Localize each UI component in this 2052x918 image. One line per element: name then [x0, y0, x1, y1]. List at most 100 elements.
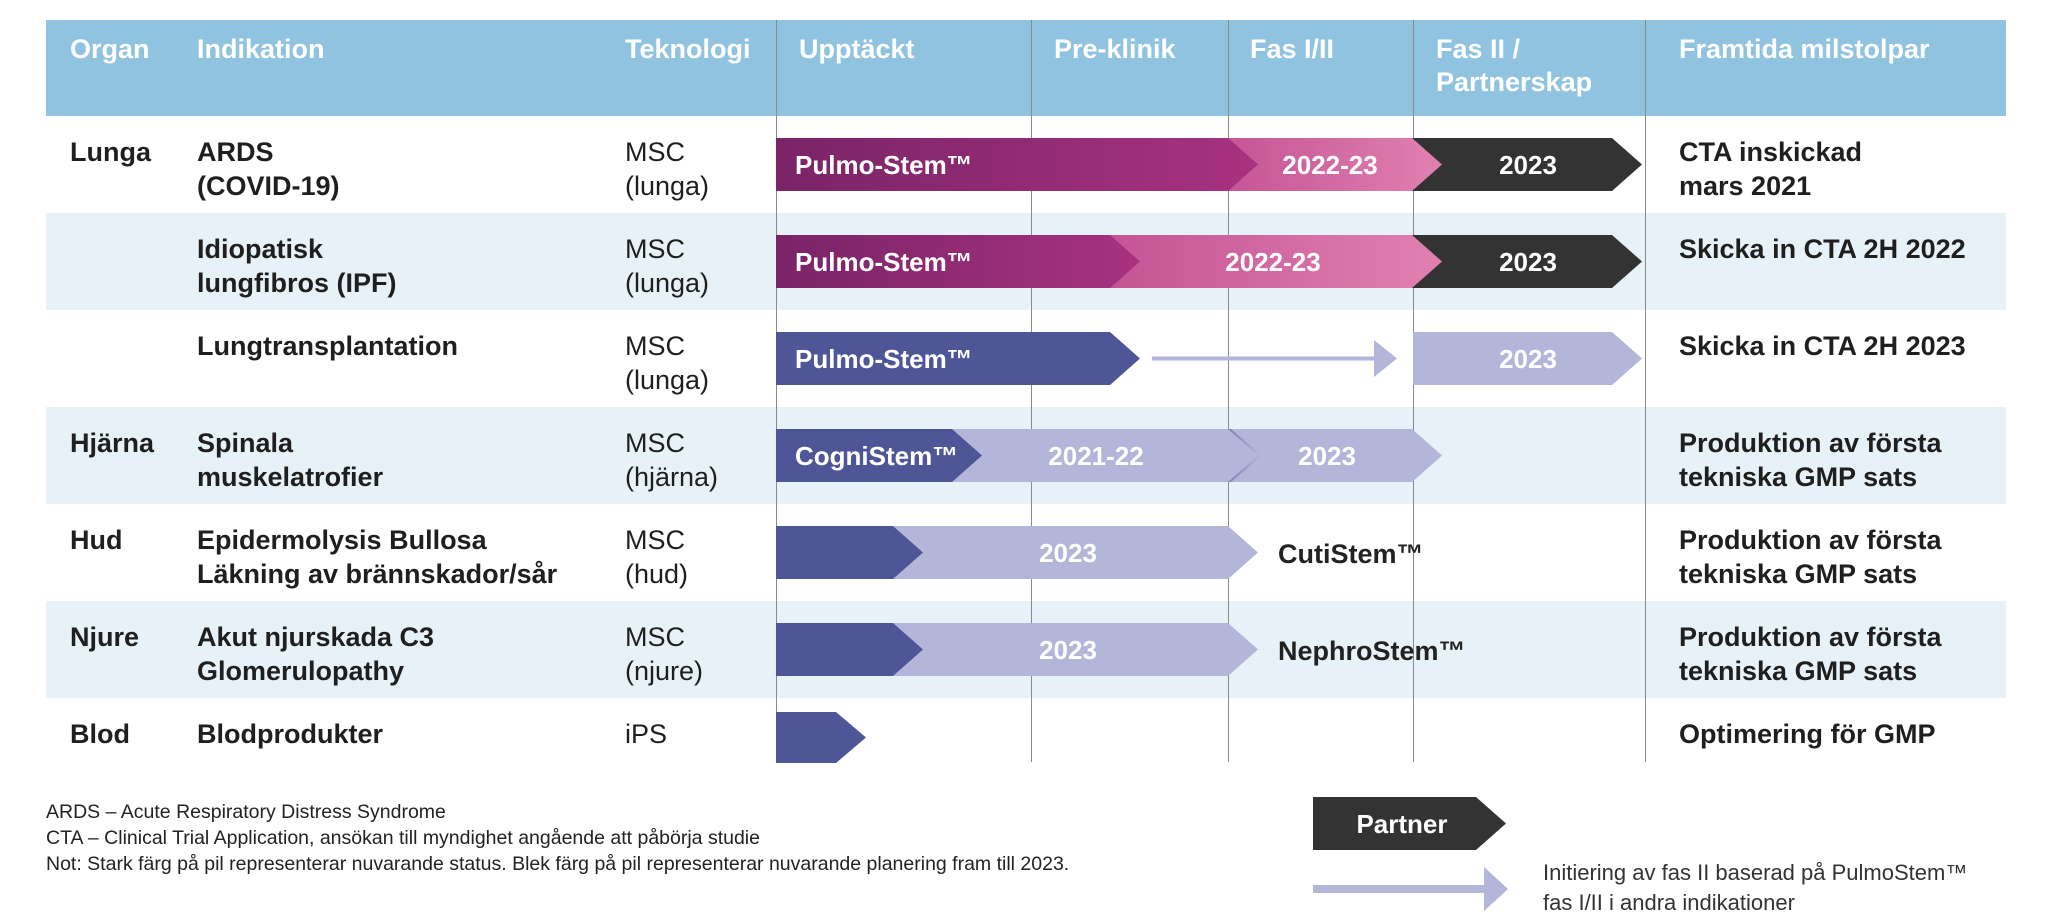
- row-organ: Hud: [70, 525, 123, 555]
- indication-line: Läkning av brännskador/sår: [197, 559, 558, 589]
- row-milestone: CTA inskickad mars 2021: [1679, 135, 1862, 203]
- row-indication: Idiopatisk lungfibros (IPF): [197, 232, 396, 300]
- bar-magenta: [776, 138, 1258, 191]
- milestone-line: Skicka in CTA 2H 2022: [1679, 234, 1966, 264]
- header-preclinic: Pre-klinik: [1054, 34, 1176, 64]
- milestone-line: CTA inskickad: [1679, 137, 1863, 167]
- bar-label: 2023: [1039, 635, 1097, 665]
- row-technology: iPS: [625, 717, 667, 751]
- technology-line: (lunga): [625, 365, 710, 395]
- bar-magenta: [776, 235, 1140, 288]
- grid-line-milestones: [1645, 20, 1646, 762]
- row-indication: Epidermolysis Bullosa Läkning av brännsk…: [197, 523, 557, 591]
- bar-lavender: [1228, 429, 1442, 482]
- row-indication: Lungtransplantation: [197, 329, 458, 363]
- row-indication: Spinala muskelatrofier: [197, 426, 383, 494]
- bar-lavender: [1413, 332, 1642, 385]
- bar-label: Pulmo-Stem™: [795, 344, 973, 374]
- milestone-line: Produktion av första: [1679, 525, 1942, 555]
- indication-line: Blodprodukter: [197, 719, 383, 749]
- row-organ: Blod: [70, 719, 130, 749]
- milestone-line: tekniska GMP sats: [1679, 656, 1918, 686]
- bar-label: Pulmo-Stem™: [795, 150, 973, 180]
- grid-line-preclinic: [1031, 20, 1032, 762]
- bar-label: 2023: [1499, 344, 1557, 374]
- technology-line: MSC: [625, 234, 685, 264]
- planned-arrow-head: [1374, 340, 1397, 377]
- row-milestone: Produktion av första tekniska GMP sats: [1679, 426, 1942, 494]
- row-technology: MSC (lunga): [625, 232, 709, 300]
- legend-arrow-text-line1: Initiering av fas II baserad på PulmoSte…: [1543, 860, 1968, 885]
- bar-black: [1385, 235, 1642, 288]
- technology-line: MSC: [625, 428, 685, 458]
- row-indication: Akut njurskada C3 Glomerulopathy: [197, 620, 434, 688]
- footnote-cta: CTA – Clinical Trial Application, ansöka…: [46, 827, 760, 849]
- bar-indigo: [776, 429, 982, 482]
- milestone-line: Produktion av första: [1679, 622, 1942, 652]
- footnotes: ARDS – Acute Respiratory Distress Syndro…: [46, 799, 1069, 877]
- technology-line: MSC: [625, 331, 685, 361]
- row-milestone: Produktion av första tekniska GMP sats: [1679, 523, 1942, 591]
- grid-line-phase12: [1228, 20, 1229, 762]
- milestone-line: tekniska GMP sats: [1679, 559, 1918, 589]
- indication-line: lungfibros (IPF): [197, 268, 397, 298]
- bar-label: 2023: [1039, 538, 1097, 568]
- grid-line-discovery: [776, 20, 777, 762]
- header-phase12: Fas I/II: [1250, 34, 1335, 64]
- indication-line: Idiopatisk: [197, 234, 324, 264]
- legend-arrow-text-line2: fas I/II i andra indikationer: [1543, 890, 1795, 915]
- table-header: [46, 20, 2006, 116]
- row-milestone: Skicka in CTA 2H 2023: [1679, 329, 1966, 363]
- bar-label: 2023: [1499, 247, 1557, 277]
- legend-arrow-head: [1484, 867, 1508, 911]
- bar-label: 2023: [1499, 150, 1557, 180]
- technology-line: MSC: [625, 137, 685, 167]
- header-phase2: Fas II / Partnerskap: [1436, 33, 1592, 99]
- row-technology: MSC (njure): [625, 620, 703, 688]
- indication-line: Akut njurskada C3: [197, 622, 435, 652]
- row-milestone: Produktion av första tekniska GMP sats: [1679, 620, 1942, 688]
- bar-label: 2022-23: [1225, 247, 1320, 277]
- product-label: NephroStem™: [1278, 636, 1466, 666]
- indication-line: Spinala: [197, 428, 294, 458]
- row-milestone: Skicka in CTA 2H 2022: [1679, 232, 1966, 266]
- footnote-note: Not: Stark färg på pil representerar nuv…: [46, 853, 1070, 875]
- footnote-ards: ARDS – Acute Respiratory Distress Syndro…: [46, 801, 446, 823]
- row-indication: ARDS (COVID-19): [197, 135, 340, 203]
- row-milestone: Optimering för GMP: [1679, 717, 1936, 751]
- technology-line: (lunga): [625, 171, 710, 201]
- indication-line: ARDS: [197, 137, 274, 167]
- technology-line: iPS: [625, 719, 668, 749]
- milestone-line: tekniska GMP sats: [1679, 462, 1918, 492]
- row-technology: MSC (hjärna): [625, 426, 718, 494]
- row-technology: MSC (lunga): [625, 329, 709, 397]
- indication-line: Lungtransplantation: [197, 331, 458, 361]
- legend-partner-arrow: [1313, 797, 1506, 850]
- bar-label: 2021-22: [1048, 441, 1143, 471]
- bar-label: 2023: [1298, 441, 1356, 471]
- bar-black: [1385, 138, 1642, 191]
- header-phase2-line2: Partnerskap: [1436, 67, 1593, 97]
- indication-line: Epidermolysis Bullosa: [197, 525, 487, 555]
- technology-line: (lunga): [625, 268, 710, 298]
- header-organ: Organ: [70, 34, 150, 64]
- technology-line: MSC: [625, 525, 685, 555]
- indication-line: (COVID-19): [197, 171, 340, 201]
- milestone-line: Produktion av första: [1679, 428, 1942, 458]
- row-organ: Hjärna: [70, 428, 155, 458]
- technology-line: MSC: [625, 622, 685, 652]
- product-label: CutiStem™: [1278, 539, 1424, 569]
- row-organ: Lunga: [70, 137, 151, 167]
- header-indication: Indikation: [197, 34, 325, 64]
- row-organ: Njure: [70, 622, 140, 652]
- indication-line: muskelatrofier: [197, 462, 384, 492]
- bar-indigo: [776, 623, 923, 676]
- legend-partner-label: Partner: [1356, 809, 1447, 839]
- grid-line-phase2: [1413, 20, 1414, 762]
- row-technology: MSC (lunga): [625, 135, 709, 203]
- header-technology: Teknologi: [625, 34, 751, 64]
- bar-label: Pulmo-Stem™: [795, 247, 973, 277]
- technology-line: (hud): [625, 559, 689, 589]
- technology-line: (hjärna): [625, 462, 719, 492]
- row-technology: MSC (hud): [625, 523, 688, 591]
